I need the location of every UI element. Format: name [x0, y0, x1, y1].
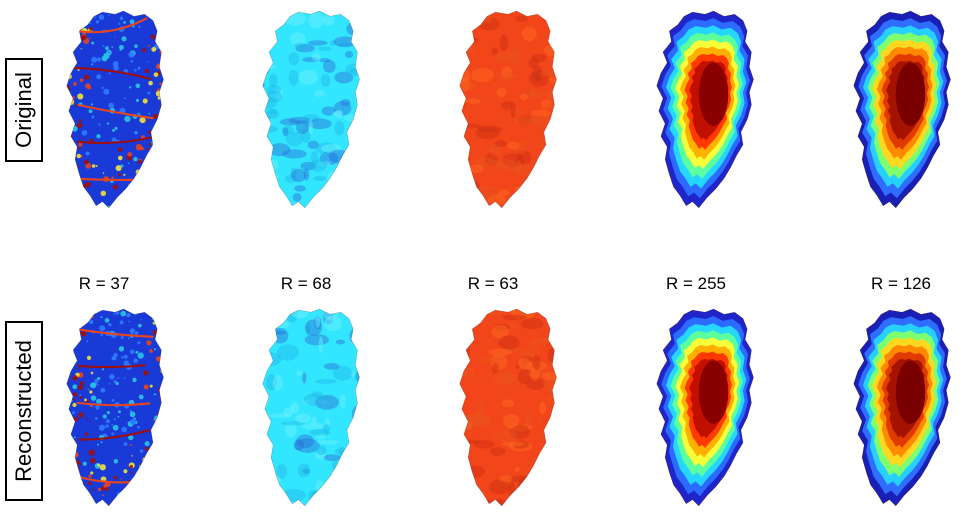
row-label-original-text: Original	[11, 72, 36, 148]
map-panel-velocity-like-original	[66, 10, 164, 209]
map-panel-thickness-like-reconstructed	[656, 308, 754, 507]
r-label-4: R = 255	[665, 274, 726, 293]
map-panel-thickness-like-original	[656, 10, 754, 209]
map-panel-depth-like-original	[853, 10, 951, 209]
row-label-reconstructed: Reconstructed	[5, 321, 43, 501]
r-label-2: R = 68	[280, 274, 332, 293]
map-panel-cyan-field-original	[262, 10, 360, 209]
r-label-5: R = 126	[870, 274, 931, 293]
map-panel-depth-like-reconstructed	[853, 308, 951, 507]
row-label-original: Original	[5, 58, 43, 162]
map-panel-velocity-like-reconstructed	[66, 308, 164, 507]
map-panel-cyan-field-reconstructed	[262, 308, 360, 507]
r-label-1: R = 37	[78, 274, 130, 293]
map-panel-red-field-reconstructed	[459, 308, 557, 507]
map-panel-red-field-original	[459, 10, 557, 209]
r-label-3: R = 63	[467, 274, 519, 293]
row-label-reconstructed-text: Reconstructed	[11, 340, 37, 482]
